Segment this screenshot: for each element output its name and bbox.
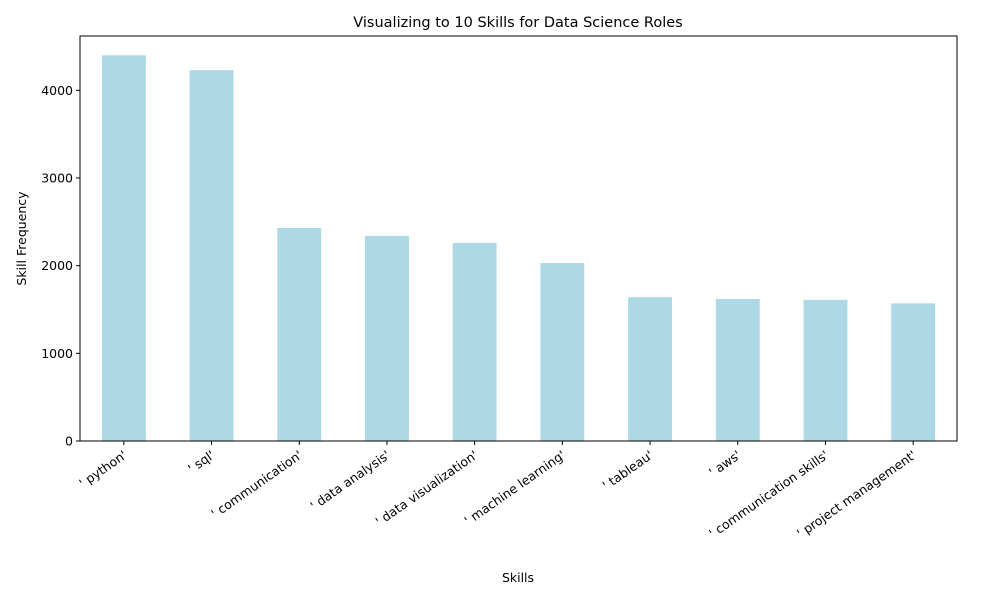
x-axis-ticks: ' python' ' sql'' communication' ' data an… <box>76 441 919 541</box>
y-tick-label-4: 4000 <box>41 83 73 98</box>
y-tick-label-2: 2000 <box>41 258 73 273</box>
bar-7 <box>715 298 760 441</box>
x-tick-label-2: ' communication' <box>208 447 305 521</box>
x-tick-label-1: ' sql' <box>185 447 217 476</box>
x-tick-label-0: ' python' <box>76 447 129 491</box>
chart-title: Visualizing to 10 Skills for Data Scienc… <box>353 15 682 31</box>
x-tick-label-7: ' aws' <box>706 447 743 480</box>
bar-6 <box>628 297 672 441</box>
x-tick-label-3: ' data analysis' <box>307 447 392 513</box>
bar-2 <box>277 227 322 441</box>
bar-1 <box>189 70 234 442</box>
x-axis-label: Skills <box>502 570 534 585</box>
bar-0 <box>101 55 146 442</box>
y-axis-ticks: 0 1000 2000 3000 4000 <box>41 83 80 449</box>
bar-9 <box>891 303 936 441</box>
x-tick-label-6: ' tableau' <box>600 447 656 493</box>
plot-frame <box>79 35 958 442</box>
y-axis-label: Skill Frequency <box>14 191 29 286</box>
bar-3 <box>365 235 409 441</box>
bars-group <box>101 55 936 442</box>
y-tick-label-0: 0 <box>65 434 73 449</box>
bar-5 <box>540 263 585 441</box>
y-tick-label-1: 1000 <box>41 346 73 361</box>
bar-4 <box>452 242 497 441</box>
y-tick-label-3: 3000 <box>41 171 73 186</box>
bar-8 <box>803 299 848 441</box>
